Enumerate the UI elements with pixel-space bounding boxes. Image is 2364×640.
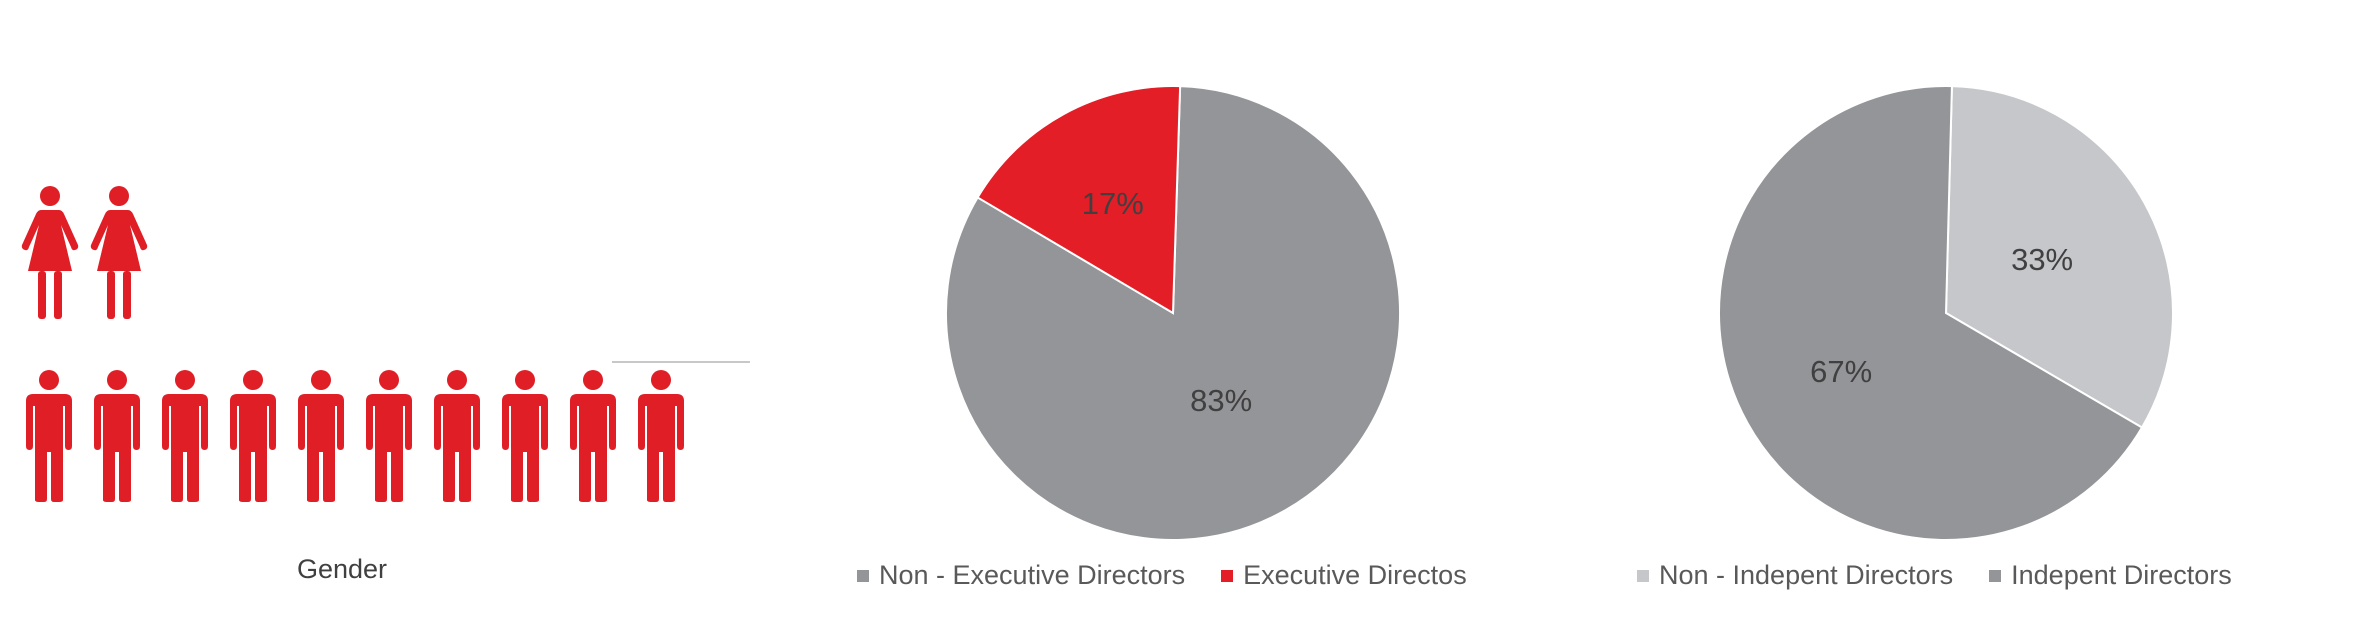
divider-line: [612, 361, 750, 363]
executive-directors-pie-panel: 83% 17% Non - Executive Directors Executi…: [800, 0, 1580, 640]
non-executive-directors-data-label: 83%: [1190, 383, 1252, 418]
man-icon: [501, 370, 549, 502]
legend-swatch-non-executive: [857, 569, 869, 582]
legend-swatch-executive: [1221, 569, 1234, 582]
man-icon: [229, 370, 277, 502]
legend-swatch-non-independent: [1637, 569, 1649, 582]
legend-label-non-independent: Non - Indepent Directors: [1659, 560, 1954, 590]
man-icon: [25, 370, 73, 502]
gender-label: Gender: [296, 554, 388, 584]
independent-directors-data-label: 67%: [1810, 354, 1872, 389]
man-icon: [365, 370, 413, 502]
independent-directors-legend: Non - Indepent Directors Indepent Direct…: [1637, 560, 2268, 591]
legend-swatch-independent: [1989, 569, 2002, 582]
executive-directors-slice: [976, 85, 1182, 315]
non-independent-directors-data-label: 33%: [2011, 242, 2073, 277]
executive-directors-legend: Non - Executive Directors Executive Dire…: [857, 560, 1503, 591]
women-icons: [20, 185, 149, 320]
legend-label-independent: Indepent Directors: [2011, 560, 2232, 590]
legend-item-executive: Executive Directos: [1221, 560, 1467, 591]
executive-directors-pie: 83% 17%: [945, 85, 1401, 541]
independent-directors-slice: [1718, 85, 2144, 541]
man-icon: [433, 370, 481, 502]
man-icon: [637, 370, 685, 502]
non-independent-directors-slice: [1944, 85, 2174, 429]
man-icon: [93, 370, 141, 502]
legend-item-independent: Indepent Directors: [1989, 560, 2232, 591]
executive-directors-data-label: 17%: [1082, 186, 1144, 221]
man-icon: [569, 370, 617, 502]
independent-directors-pie: 33% 67%: [1718, 85, 2174, 541]
legend-label-executive: Executive Directos: [1243, 560, 1467, 590]
legend-item-non-executive: Non - Executive Directors: [857, 560, 1185, 591]
woman-icon: [89, 185, 149, 320]
gender-panel: Gender: [0, 0, 800, 640]
man-icon: [161, 370, 209, 502]
legend-label-non-executive: Non - Executive Directors: [879, 560, 1186, 590]
man-icon: [297, 370, 345, 502]
woman-icon: [20, 185, 80, 320]
men-icons: [25, 370, 685, 502]
legend-item-non-independent: Non - Indepent Directors: [1637, 560, 1953, 591]
independent-directors-pie-panel: 33% 67% Non - Indepent Directors Indepent…: [1580, 0, 2364, 640]
